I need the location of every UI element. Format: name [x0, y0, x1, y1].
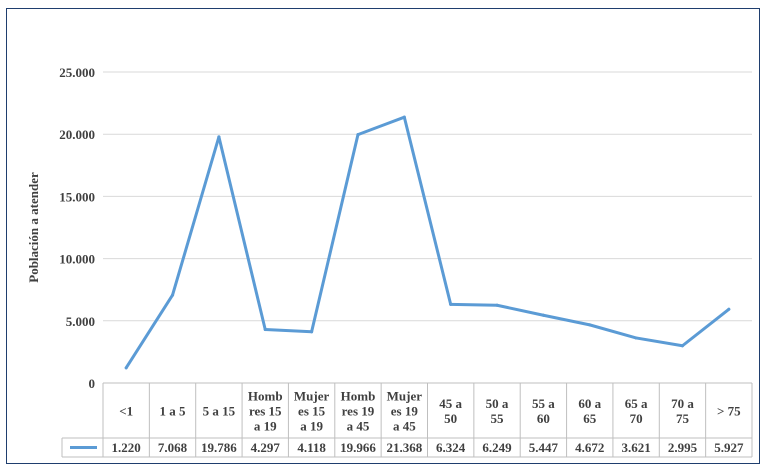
data-point — [356, 133, 360, 137]
series-line-segment — [217, 135, 267, 332]
y-tick-label: 5.000 — [66, 314, 95, 329]
x-tick-label: 60 — [537, 411, 550, 426]
data-point — [588, 323, 592, 327]
x-tick-label: 70 — [630, 411, 643, 426]
y-tick-label: 15.000 — [59, 189, 95, 204]
x-tick-label: Mujer — [294, 389, 330, 404]
series-line-segment — [588, 323, 638, 340]
data-label: 5.927 — [714, 440, 744, 455]
data-point — [310, 330, 314, 334]
series-line-segment — [449, 302, 499, 307]
x-tick-label: 45 a — [439, 396, 462, 411]
data-label: 1.220 — [112, 440, 141, 455]
data-point — [541, 313, 545, 317]
data-label: 7.068 — [158, 440, 188, 455]
y-tick-label: 10.000 — [59, 252, 95, 267]
data-label: 6.324 — [436, 440, 466, 455]
y-tick-label: 20.000 — [59, 127, 95, 142]
x-tick-label: 50 — [444, 411, 457, 426]
x-tick-label: 1 a 5 — [160, 404, 187, 419]
x-tick-label: a 45 — [393, 419, 416, 434]
data-point — [449, 302, 453, 306]
data-label: 21.368 — [386, 440, 422, 455]
x-tick-label: a 19 — [300, 419, 323, 434]
series-line-segment — [310, 133, 360, 334]
x-tick-label: 5 a 15 — [203, 404, 236, 419]
y-axis-label: Población a atender — [26, 172, 41, 283]
x-tick-label: 55 — [491, 411, 505, 426]
line-chart: 0 5.000 10.000 15.000 20.000 25.000 Población … — [26, 65, 753, 458]
data-point — [171, 293, 175, 297]
x-tick-label: es 15 — [298, 404, 326, 419]
data-label: 4.118 — [297, 440, 326, 455]
data-point — [263, 328, 267, 332]
data-point — [495, 303, 499, 307]
series-line-segment — [124, 293, 175, 370]
y-tick-label: 25.000 — [59, 65, 95, 80]
data-point — [402, 115, 406, 119]
series-line-segment — [634, 336, 684, 348]
x-tick-label: 65 a — [625, 396, 648, 411]
x-tick-label: > 75 — [717, 404, 741, 419]
data-label: 19.786 — [201, 440, 237, 455]
x-tick-label: res 15 — [249, 404, 282, 419]
data-label: 4.297 — [251, 440, 281, 455]
x-tick-label: Homb — [248, 389, 283, 404]
x-tick-label: 70 a — [671, 396, 694, 411]
y-tick-label: 0 — [89, 376, 96, 391]
x-tick-label: 50 a — [486, 396, 509, 411]
x-tick-label: res 19 — [342, 404, 375, 419]
chart-frame: 0 5.000 10.000 15.000 20.000 25.000 Población … — [6, 8, 760, 464]
data-point — [124, 366, 128, 370]
data-point — [634, 336, 638, 340]
series-line-segment — [402, 115, 453, 306]
x-tick-label: 75 — [676, 411, 690, 426]
data-label: 4.672 — [575, 440, 604, 455]
data-label: 19.966 — [340, 440, 376, 455]
data-label: 3.621 — [621, 440, 650, 455]
x-tick-label: a 19 — [254, 419, 277, 434]
x-tick-label: Mujer — [387, 389, 423, 404]
series-line-segment — [171, 135, 221, 297]
x-tick-label: 65 — [583, 411, 597, 426]
series-line-segment — [541, 313, 592, 327]
series-line-segment — [680, 307, 731, 348]
data-label: 6.249 — [482, 440, 512, 455]
x-tick-label: 60 a — [578, 396, 601, 411]
x-tick-label: 55 a — [532, 396, 555, 411]
data-label: 5.447 — [529, 440, 559, 455]
data-point — [217, 135, 221, 139]
data-point — [727, 307, 731, 311]
series-line-segment — [495, 303, 545, 317]
data-label: 2.995 — [668, 440, 698, 455]
x-tick-label: Homb — [341, 389, 376, 404]
series-line-segment — [263, 328, 314, 334]
x-tick-label: es 19 — [391, 404, 419, 419]
series-line-segment — [356, 115, 406, 137]
data-point — [680, 344, 684, 348]
x-tick-label: a 45 — [347, 419, 370, 434]
x-tick-label: <1 — [119, 404, 133, 419]
